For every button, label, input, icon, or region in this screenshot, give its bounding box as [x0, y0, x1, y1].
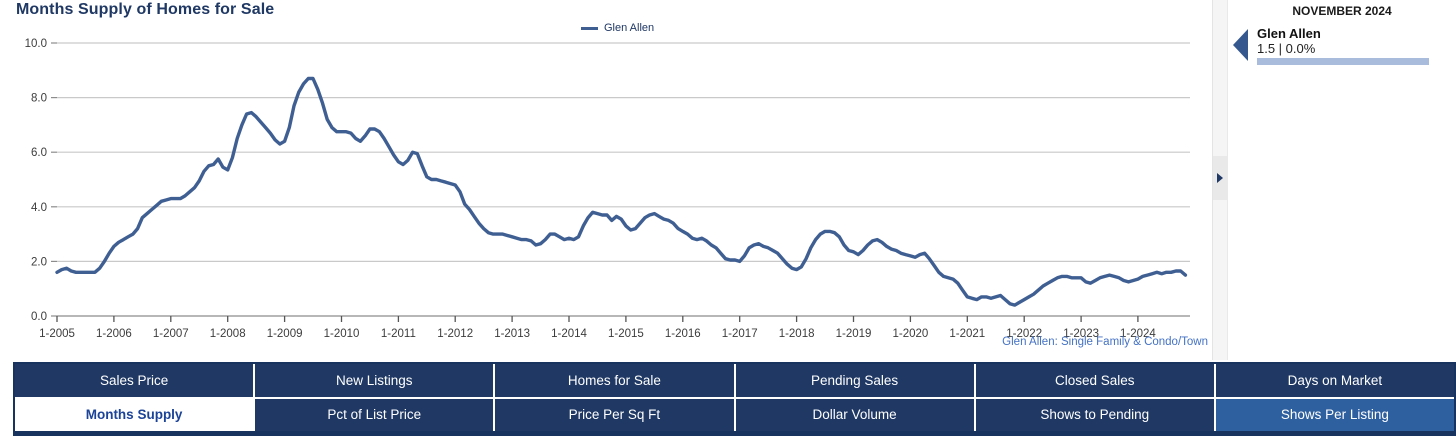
- x-axis-label: 1-2009: [267, 328, 303, 340]
- y-axis-label: 4.0: [31, 202, 47, 214]
- x-axis-label: 1-2023: [1063, 328, 1099, 340]
- period-label: NOVEMBER 2024: [1292, 4, 1392, 18]
- y-axis-label: 10.0: [25, 38, 47, 50]
- nav-button-months-supply[interactable]: Months Supply: [15, 398, 254, 431]
- x-axis-label: 1-2020: [892, 328, 928, 340]
- x-axis-label: 1-2017: [722, 328, 758, 340]
- x-axis-label: 1-2018: [779, 328, 815, 340]
- nav-button-new-listings[interactable]: New Listings: [255, 364, 494, 397]
- stat-entry-glen-allen: Glen Allen 1.5 | 0.0%: [1233, 26, 1453, 65]
- nav-button-closed-sales[interactable]: Closed Sales: [975, 364, 1214, 397]
- nav-button-price-per-sq-ft[interactable]: Price Per Sq Ft: [495, 398, 734, 431]
- x-axis-label: 1-2016: [665, 328, 701, 340]
- x-axis-label: 1-2007: [153, 328, 189, 340]
- x-axis-label: 1-2012: [437, 328, 473, 340]
- stats-side-panel: NOVEMBER 2024 Glen Allen 1.5 | 0.0%: [1228, 0, 1456, 360]
- nav-button-days-on-market[interactable]: Days on Market: [1215, 364, 1454, 397]
- stat-entry-bar: [1257, 58, 1429, 65]
- x-axis-label: 1-2011: [381, 328, 416, 340]
- chart-source-caption: Glen Allen: Single Family & Condo/Town: [1002, 336, 1208, 348]
- nav-button-homes-for-sale[interactable]: Homes for Sale: [495, 364, 734, 397]
- x-axis-label: 1-2019: [836, 328, 872, 340]
- x-axis-label: 1-2024: [1120, 328, 1156, 340]
- stat-entry-name: Glen Allen: [1257, 26, 1321, 41]
- x-axis-label: 1-2005: [39, 328, 75, 340]
- x-axis-label: 1-2022: [1006, 328, 1042, 340]
- nav-button-sales-price[interactable]: Sales Price: [15, 364, 254, 397]
- expand-panel-button[interactable]: [1213, 156, 1227, 200]
- panel-divider: [1212, 0, 1228, 360]
- x-axis-label: 1-2021: [949, 328, 985, 340]
- x-axis-label: 1-2015: [608, 328, 644, 340]
- nav-button-shows-to-pending[interactable]: Shows to Pending: [975, 398, 1214, 431]
- y-axis-label: 0.0: [31, 311, 47, 323]
- x-axis-label: 1-2006: [96, 328, 132, 340]
- nav-button-dollar-volume[interactable]: Dollar Volume: [735, 398, 974, 431]
- x-axis-label: 1-2014: [551, 328, 587, 340]
- legend-line-swatch-icon: [581, 26, 598, 30]
- months-supply-line-chart: 0.0 2.0 4.0 6.0 8.0 10.0 1-2005 1-2006 1-2007 1-2…: [25, 38, 1190, 340]
- metric-nav: Sales Price New Listings Homes for Sale Pen…: [13, 362, 1456, 436]
- legend-label: Glen Allen: [604, 22, 655, 34]
- nav-button-shows-per-listing[interactable]: Shows Per Listing: [1215, 398, 1454, 431]
- nav-button-pending-sales[interactable]: Pending Sales: [735, 364, 974, 397]
- pointer-left-icon: [1233, 29, 1248, 61]
- page-title: Months Supply of Homes for Sale: [16, 1, 275, 18]
- stat-entry-value: 1.5 | 0.0%: [1257, 41, 1316, 56]
- x-axis-label: 1-2013: [494, 328, 530, 340]
- chevron-right-icon: [1217, 173, 1223, 183]
- y-axis-label: 2.0: [31, 256, 47, 268]
- x-axis-label: 1-2008: [210, 328, 246, 340]
- y-axis-label: 6.0: [31, 147, 47, 159]
- glen-allen-series-line: [55, 76, 1188, 307]
- chart-legend-item[interactable]: Glen Allen: [581, 22, 654, 34]
- y-axis-label: 8.0: [31, 93, 47, 105]
- nav-button-pct-of-list-price[interactable]: Pct of List Price: [255, 398, 494, 431]
- x-axis-label: 1-2010: [324, 328, 360, 340]
